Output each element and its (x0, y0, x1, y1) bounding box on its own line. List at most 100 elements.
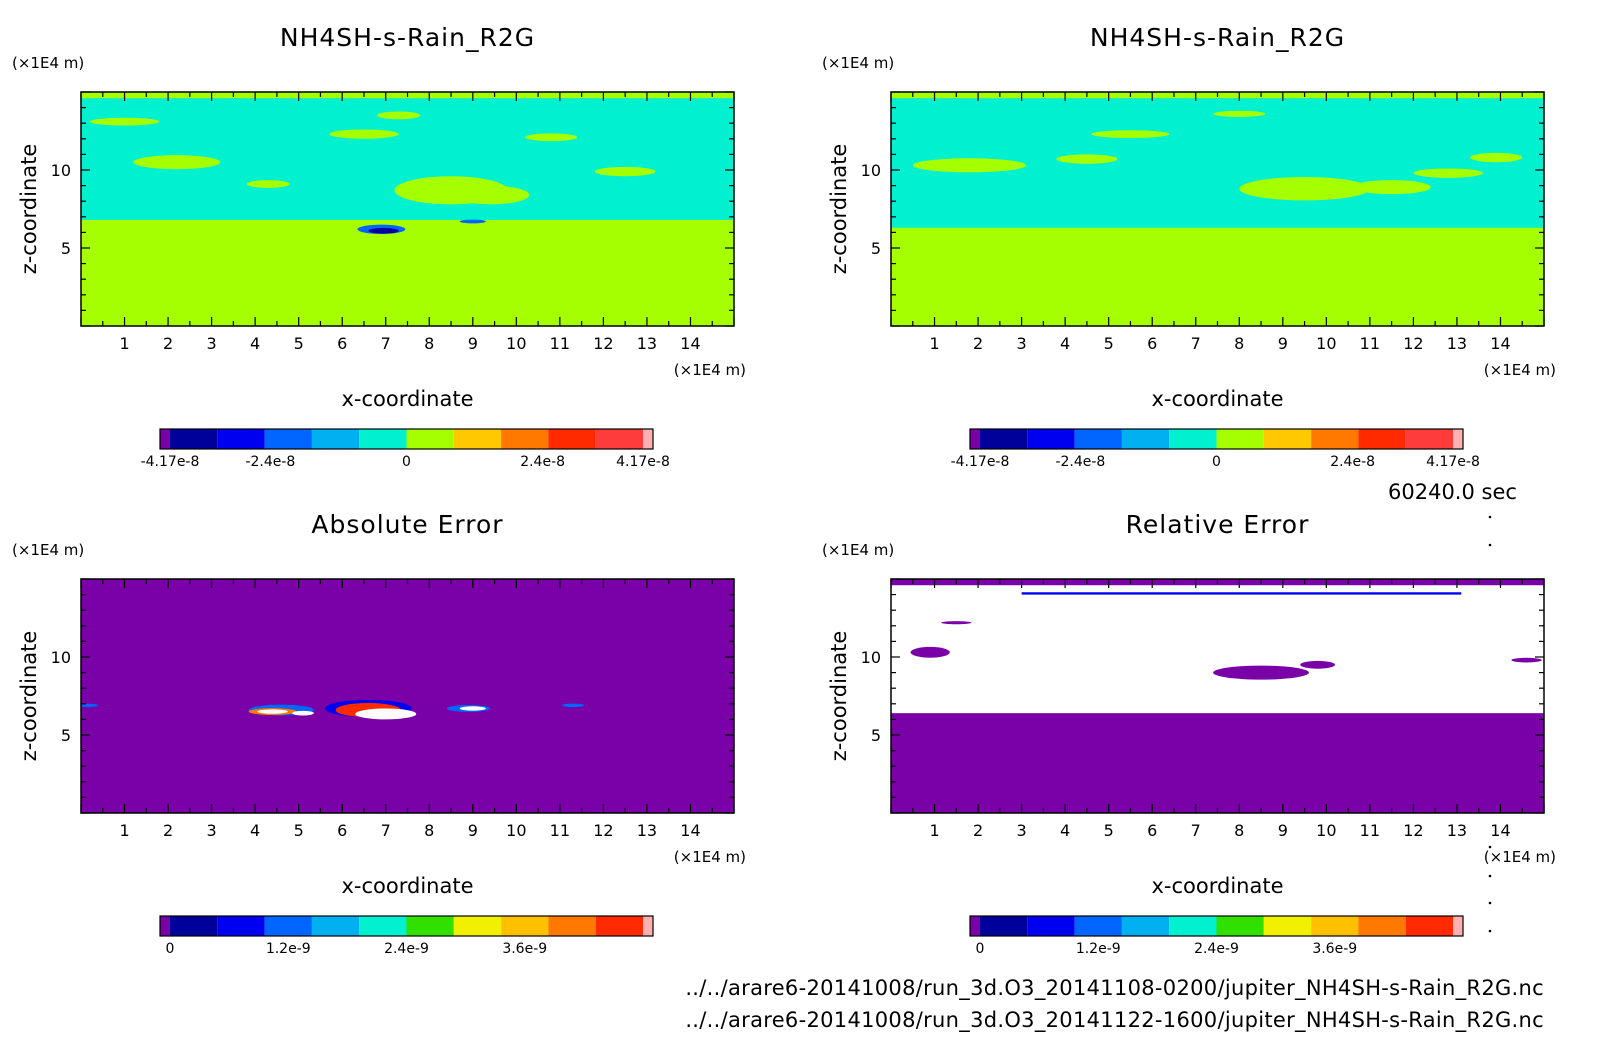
x-axis-label: x-coordinate (1151, 874, 1283, 898)
chart-panel-2: NH4SH-s-Rain_R2G(×1E4 m)1 2 3 4 5 6 7 8 9 10 11 12 1… (822, 23, 1556, 470)
y-tick-label: 5 (61, 726, 71, 745)
field-blob (1239, 177, 1370, 201)
colorbar-swatch (1216, 916, 1264, 936)
colorbar-swatch (501, 429, 549, 449)
colorbar-swatch (1405, 916, 1453, 936)
y-unit-label: (×1E4 m) (822, 54, 894, 72)
time-label: 60240.0 sec (1388, 480, 1517, 504)
colorbar-tick-label: 2.4e-9 (1194, 941, 1239, 957)
colorbar-swatch (311, 916, 360, 936)
colorbar-tick-label: 1.2e-9 (266, 941, 311, 957)
colorbar-tick-label: 0 (1212, 454, 1221, 470)
field-blob (941, 621, 972, 625)
x-tick-label: 7 (381, 821, 391, 840)
colorbar-swatch (970, 916, 980, 936)
colorbar-tick-label: -2.4e-8 (245, 454, 295, 470)
x-tick-label: 12 (1403, 821, 1423, 840)
x-tick-label: 5 (294, 821, 304, 840)
colorbar-swatch (453, 429, 502, 449)
y-unit-label: (×1E4 m) (12, 541, 84, 559)
colorbar-swatch (1358, 916, 1406, 936)
x-tick-label: 11 (550, 334, 570, 353)
y-tick-label: 10 (51, 648, 71, 667)
chart-panel-4: Relative Error(×1E4 m)1 2 3 4 5 6 7 8 9 10 11 12 13 1… (822, 510, 1556, 957)
x-tick-label: 8 (424, 334, 434, 353)
y-tick-label: 5 (871, 239, 881, 258)
colorbar-swatch (1311, 916, 1359, 936)
x-tick-label: 2 (973, 334, 983, 353)
field-blob (133, 155, 221, 170)
chart-title: Relative Error (1126, 510, 1310, 539)
x-tick-label: 7 (381, 334, 391, 353)
x-tick-label: 6 (1147, 821, 1157, 840)
field-blob (89, 117, 160, 126)
colorbar-swatch (453, 916, 502, 936)
x-tick-label: 6 (1147, 334, 1157, 353)
margin-dot (1488, 515, 1492, 519)
colorbar-swatch (1358, 429, 1406, 449)
x-unit-label: (×1E4 m) (1484, 361, 1556, 379)
colorbar-swatch (980, 429, 1028, 449)
colorbar-swatch (1216, 429, 1264, 449)
colorbar-swatch (170, 429, 218, 449)
y-tick-label: 5 (61, 239, 71, 258)
colorbar-frame (159, 428, 654, 450)
y-unit-label: (×1E4 m) (12, 54, 84, 72)
field-blob (1511, 657, 1542, 663)
field-blob (1056, 154, 1118, 164)
x-tick-label: 11 (1360, 334, 1380, 353)
x-tick-label: 11 (550, 821, 570, 840)
field-blob (459, 219, 486, 224)
x-tick-label: 4 (1060, 334, 1070, 353)
x-tick-label: 13 (637, 334, 657, 353)
margin-dot (1488, 929, 1492, 933)
x-unit-label: (×1E4 m) (674, 361, 746, 379)
field-blob (1469, 152, 1523, 163)
colorbar-swatch (217, 916, 265, 936)
margin-dot (1488, 845, 1492, 849)
x-tick-label: 2 (973, 821, 983, 840)
field-blob (912, 158, 1026, 173)
colorbar-swatch (264, 916, 312, 936)
x-tick-label: 6 (337, 334, 347, 353)
x-tick-label: 4 (250, 821, 260, 840)
field-blob (451, 185, 530, 205)
colorbar-swatch (160, 916, 170, 936)
x-tick-label: 13 (1447, 821, 1467, 840)
x-tick-label: 1 (119, 821, 129, 840)
field-blob (1213, 110, 1266, 117)
x-tick-label: 1 (119, 334, 129, 353)
colorbar-tick-label: -4.17e-8 (951, 454, 1010, 470)
x-axis-label: x-coordinate (341, 387, 473, 411)
colorbar-swatch (548, 916, 596, 936)
colorbar-swatch (160, 429, 170, 449)
x-tick-label: 1 (929, 334, 939, 353)
colorbar-tick-label: 0 (166, 941, 175, 957)
chart-title: Absolute Error (311, 510, 503, 539)
x-tick-label: 5 (1104, 334, 1114, 353)
x-axis-label: x-coordinate (341, 874, 473, 898)
colorbar-swatch (980, 916, 1028, 936)
y-axis-label: z-coordinate (17, 144, 41, 275)
x-unit-label: (×1E4 m) (1484, 848, 1556, 866)
x-tick-label: 9 (468, 334, 478, 353)
colorbar-tick-label: 2.4e-9 (384, 941, 429, 957)
field-blob (81, 703, 99, 707)
x-tick-label: 3 (1017, 334, 1027, 353)
colorbar-swatch (1263, 429, 1312, 449)
x-tick-label: 14 (680, 821, 700, 840)
x-axis-label: x-coordinate (1151, 387, 1283, 411)
plot-field (81, 579, 734, 813)
x-tick-label: 2 (163, 821, 173, 840)
colorbar-swatch (1027, 916, 1075, 936)
y-tick-label: 10 (861, 161, 881, 180)
colorbar-tick-label: 1.2e-9 (1076, 941, 1121, 957)
colorbar-swatch (406, 429, 454, 449)
x-tick-label: 3 (207, 821, 217, 840)
field-blob (459, 706, 486, 711)
field-blob (525, 133, 578, 142)
colorbar-swatch (595, 916, 643, 936)
y-tick-label: 10 (861, 648, 881, 667)
colorbar-swatch (170, 916, 218, 936)
field-blob (594, 166, 656, 177)
